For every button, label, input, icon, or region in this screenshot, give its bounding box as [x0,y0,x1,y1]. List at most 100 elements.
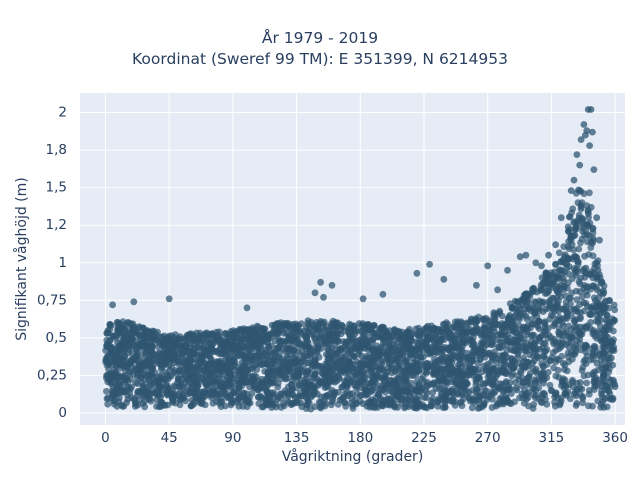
data-point [481,349,488,357]
data-point [472,381,480,389]
data-point [136,364,144,372]
data-point [284,322,292,330]
data-point [515,359,523,367]
data-point [504,266,511,274]
data-point [448,340,456,348]
data-point [514,354,521,361]
data-point [293,359,301,367]
data-point [430,348,438,356]
data-point [203,366,211,374]
data-point [519,343,526,351]
data-point [320,365,327,373]
data-point [223,379,231,387]
data-point [560,283,568,290]
data-point [438,346,445,354]
data-point [494,310,502,318]
data-point [114,374,122,382]
x-tick-label: 90 [224,430,241,446]
data-point [182,342,190,350]
data-point [600,289,608,297]
data-point [600,326,608,334]
data-point [509,323,517,330]
data-point [237,326,245,334]
y-tick-label: 2 [58,105,67,121]
data-point [586,189,593,197]
data-point [488,391,495,398]
data-point [331,336,338,344]
data-point [541,321,549,328]
data-point [128,321,136,329]
data-point [523,315,531,323]
data-point [229,327,237,335]
data-point [267,348,275,356]
data-point [438,385,446,392]
data-point [202,330,209,338]
data-point [582,288,590,296]
data-point [413,387,421,395]
data-point [535,384,543,392]
data-point [585,402,592,410]
data-point [546,381,554,389]
data-point [132,399,139,407]
data-point [229,356,237,364]
data-point [566,331,574,339]
data-point [580,121,588,128]
data-point [544,287,552,295]
data-point [552,241,559,249]
data-point [577,205,585,213]
data-point [587,239,595,246]
data-point [489,380,497,388]
data-point [567,187,575,195]
data-point [597,356,605,364]
data-point [423,369,430,377]
data-point [123,336,131,344]
data-point [474,388,482,395]
data-point [585,390,593,398]
data-point [368,403,376,411]
data-point [299,367,307,375]
data-point [389,380,396,388]
data-point [320,293,327,301]
data-point [146,371,153,379]
data-point [154,337,162,344]
data-point [117,401,125,409]
data-point [398,331,405,339]
data-point [149,357,157,364]
data-point [522,251,530,259]
data-point [415,403,423,410]
data-point [555,249,563,257]
data-point [163,352,171,359]
data-point [534,318,542,325]
data-point [171,335,179,343]
data-point [545,251,552,259]
data-point [368,367,375,375]
data-point [378,382,385,389]
data-point [124,378,132,385]
data-point [440,275,448,283]
data-point [577,314,584,321]
data-point [502,398,510,406]
data-point [355,337,363,344]
data-point [284,341,292,348]
data-point [238,333,246,341]
data-point [463,325,471,333]
data-point [577,379,584,386]
y-axis-label: Signifikant våghöjd (m) [13,177,30,340]
data-point [335,388,342,396]
data-point [515,310,523,317]
data-point [402,359,409,366]
data-point [271,324,278,332]
data-point [584,208,592,216]
data-point [224,393,232,401]
data-point [243,403,251,411]
data-point [431,355,438,363]
data-point [589,128,596,136]
data-point [592,283,600,291]
data-point [562,382,570,390]
data-point [103,361,111,369]
data-point [401,376,409,384]
data-point [544,369,552,376]
data-point [423,345,431,353]
data-point [393,395,401,403]
data-point [580,190,588,198]
